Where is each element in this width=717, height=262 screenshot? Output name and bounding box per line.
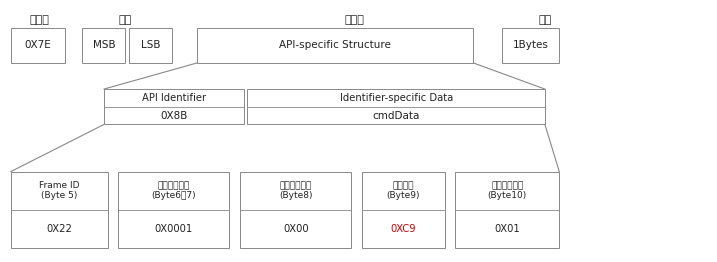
Bar xyxy=(11,28,65,63)
Bar xyxy=(247,89,545,124)
Bar xyxy=(104,89,244,124)
Text: cmdData: cmdData xyxy=(372,111,420,121)
Text: 远程网络地址
(Byte6、7): 远程网络地址 (Byte6、7) xyxy=(151,181,196,200)
Bar xyxy=(129,28,172,63)
Bar xyxy=(197,28,473,63)
Text: 0X22: 0X22 xyxy=(46,223,72,234)
Text: 1Bytes: 1Bytes xyxy=(513,40,549,50)
Text: 0XC9: 0XC9 xyxy=(391,223,416,234)
Text: 0X01: 0X01 xyxy=(495,223,520,234)
Bar xyxy=(240,172,351,248)
Bar xyxy=(11,172,108,248)
Text: 数据帧: 数据帧 xyxy=(345,15,365,25)
Bar xyxy=(455,172,559,248)
Text: 传输重试次数
(Byte8): 传输重试次数 (Byte8) xyxy=(279,181,313,200)
Text: 0X0001: 0X0001 xyxy=(155,223,193,234)
Bar xyxy=(502,28,559,63)
Text: 0X8B: 0X8B xyxy=(160,111,188,121)
Text: 0X7E: 0X7E xyxy=(24,40,51,50)
Text: MSB: MSB xyxy=(92,40,115,50)
Bar xyxy=(362,172,445,248)
Text: 开始符: 开始符 xyxy=(29,15,49,25)
Text: 校验: 校验 xyxy=(538,15,551,25)
Bar xyxy=(118,172,229,248)
Text: 路由发现状态
(Byte10): 路由发现状态 (Byte10) xyxy=(488,181,527,200)
Text: API Identifier: API Identifier xyxy=(142,93,206,103)
Text: 0X00: 0X00 xyxy=(283,223,308,234)
Text: Frame ID
(Byte 5): Frame ID (Byte 5) xyxy=(39,181,80,200)
Text: Identifier-specific Data: Identifier-specific Data xyxy=(340,93,452,103)
Bar xyxy=(82,28,125,63)
Text: LSB: LSB xyxy=(141,40,161,50)
Text: API-specific Structure: API-specific Structure xyxy=(279,40,391,50)
Text: 长度: 长度 xyxy=(119,15,132,25)
Text: 传送状态
(Byte9): 传送状态 (Byte9) xyxy=(386,181,420,200)
